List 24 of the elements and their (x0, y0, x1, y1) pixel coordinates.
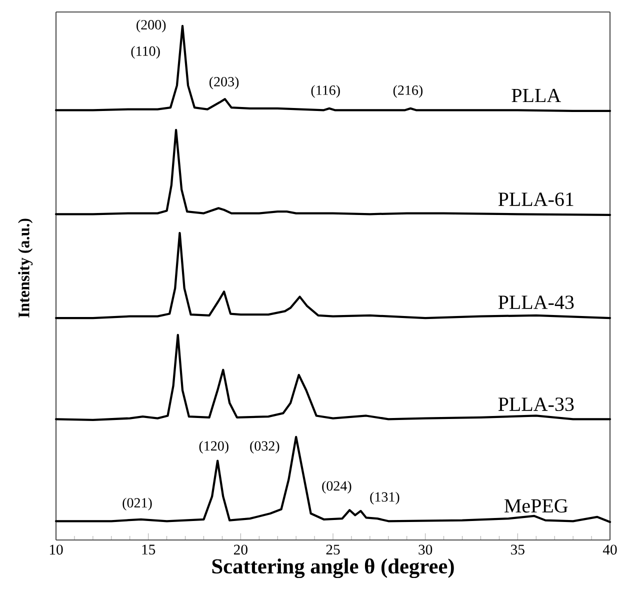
x-tick-label: 20 (234, 544, 248, 555)
annotation: (120) (199, 440, 228, 454)
series-label: MePEG (504, 499, 568, 513)
x-tick-label: 25 (326, 544, 340, 555)
series-label: PLLA-43 (498, 296, 574, 310)
series-label: PLLA (512, 88, 561, 102)
annotation: (216) (393, 85, 423, 98)
annotation: (200) (136, 20, 166, 32)
annotation: (110) (131, 46, 160, 59)
annotation: (116) (311, 85, 340, 98)
x-tick-label: 15 (142, 544, 156, 555)
x-axis-title: Scattering angle θ (degree) (212, 558, 454, 578)
x-tick-label: 30 (418, 544, 432, 555)
annotation: (131) (370, 492, 400, 505)
annotation: (032) (250, 440, 280, 454)
series-label: PLLA-33 (498, 398, 574, 412)
x-tick-label: 35 (511, 544, 524, 555)
y-axis-title: Intensity (a.u.) (18, 218, 33, 318)
annotation: (203) (209, 76, 239, 90)
annotation: (024) (322, 480, 352, 494)
x-tick-label: 40 (602, 544, 617, 555)
annotation: (021) (122, 498, 152, 510)
x-tick-label: 10 (50, 544, 63, 555)
series-label: PLLA-61 (498, 192, 574, 206)
